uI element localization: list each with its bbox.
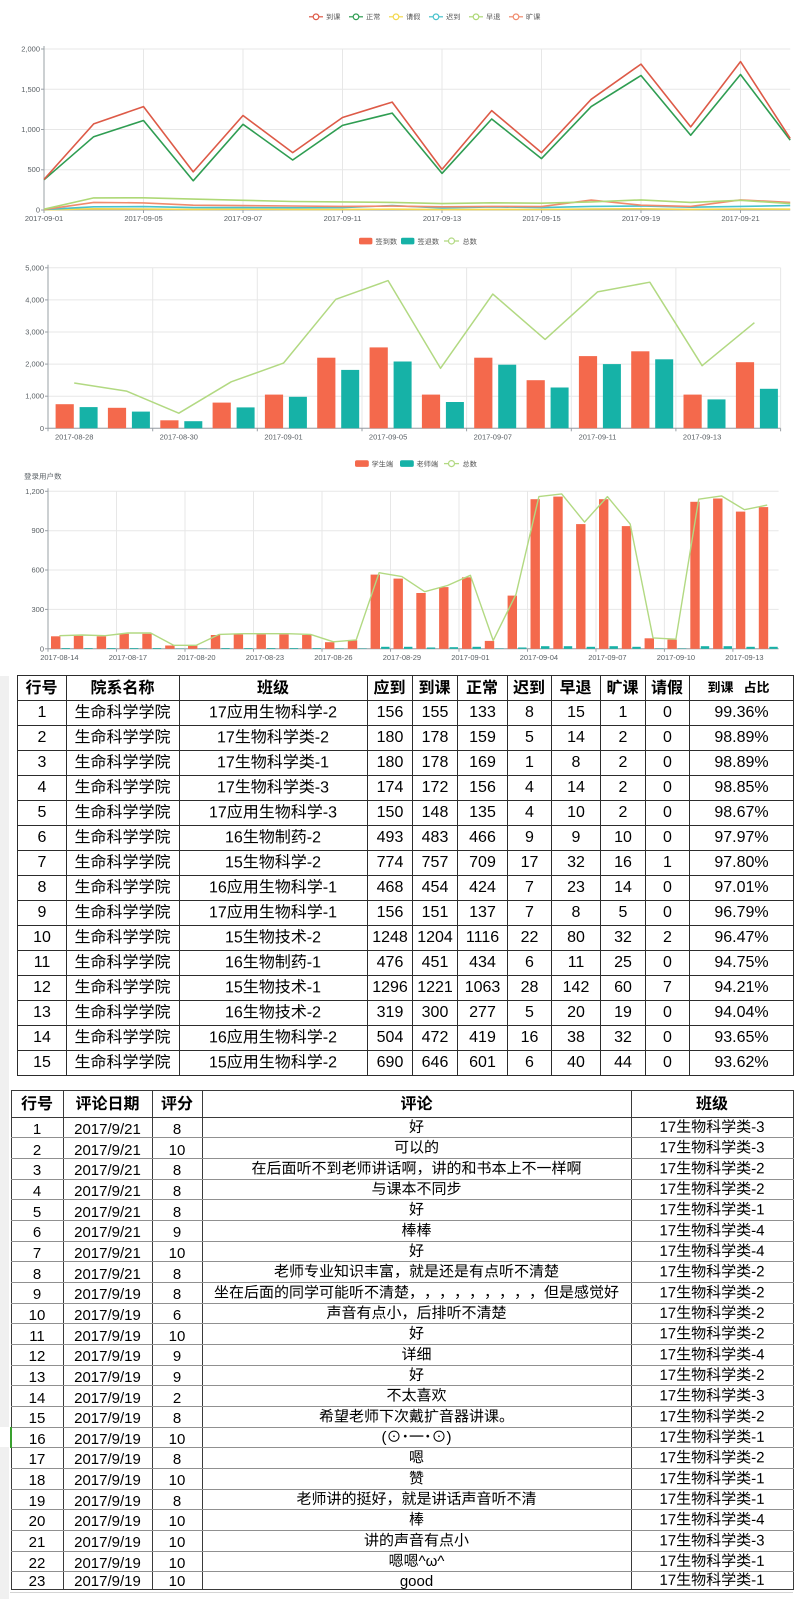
svg-text:500: 500 [27, 165, 40, 174]
svg-text:0: 0 [40, 644, 44, 653]
svg-text:2017-08-29: 2017-08-29 [383, 653, 421, 662]
svg-text:2017-08-23: 2017-08-23 [246, 653, 284, 662]
svg-text:900: 900 [31, 526, 44, 535]
svg-text:2017-09-04: 2017-09-04 [520, 653, 558, 662]
svg-text:2017-09-10: 2017-09-10 [657, 653, 695, 662]
svg-text:2017-09-07: 2017-09-07 [224, 214, 262, 223]
svg-text:2017-09-11: 2017-09-11 [324, 214, 362, 223]
svg-text:2017-09-01: 2017-09-01 [264, 432, 302, 441]
svg-text:2017-09-01: 2017-09-01 [451, 653, 489, 662]
svg-text:2,000: 2,000 [21, 45, 40, 54]
svg-text:2017-08-28: 2017-08-28 [55, 432, 93, 441]
svg-text:2017-09-11: 2017-09-11 [579, 432, 617, 441]
svg-text:1,200: 1,200 [25, 487, 44, 496]
svg-text:2,000: 2,000 [25, 360, 44, 369]
svg-text:2017-08-26: 2017-08-26 [314, 653, 352, 662]
svg-text:0: 0 [36, 206, 40, 215]
svg-text:2017-09-05: 2017-09-05 [124, 214, 162, 223]
svg-text:2017-09-07: 2017-09-07 [474, 432, 512, 441]
svg-text:5,000: 5,000 [25, 263, 44, 272]
svg-text:2017-09-13: 2017-09-13 [725, 653, 763, 662]
svg-text:2017-09-05: 2017-09-05 [369, 432, 407, 441]
svg-text:2017-09-15: 2017-09-15 [522, 214, 560, 223]
svg-text:1,000: 1,000 [25, 392, 44, 401]
svg-text:1,500: 1,500 [21, 85, 40, 94]
svg-text:2017-09-13: 2017-09-13 [423, 214, 461, 223]
svg-text:4,000: 4,000 [25, 295, 44, 304]
svg-text:2017-08-20: 2017-08-20 [177, 653, 215, 662]
svg-text:2017-09-07: 2017-09-07 [588, 653, 626, 662]
svg-text:600: 600 [31, 566, 44, 575]
svg-text:3,000: 3,000 [25, 328, 44, 337]
svg-text:2017-09-21: 2017-09-21 [721, 214, 759, 223]
svg-text:300: 300 [31, 605, 44, 614]
svg-text:2017-09-19: 2017-09-19 [622, 214, 660, 223]
svg-text:2017-08-30: 2017-08-30 [160, 432, 198, 441]
svg-text:2017-09-01: 2017-09-01 [25, 214, 63, 223]
svg-text:2017-08-14: 2017-08-14 [40, 653, 78, 662]
svg-text:0: 0 [40, 424, 44, 433]
svg-text:2017-09-13: 2017-09-13 [683, 432, 721, 441]
svg-text:2017-08-17: 2017-08-17 [109, 653, 147, 662]
svg-text:1,000: 1,000 [21, 125, 40, 134]
